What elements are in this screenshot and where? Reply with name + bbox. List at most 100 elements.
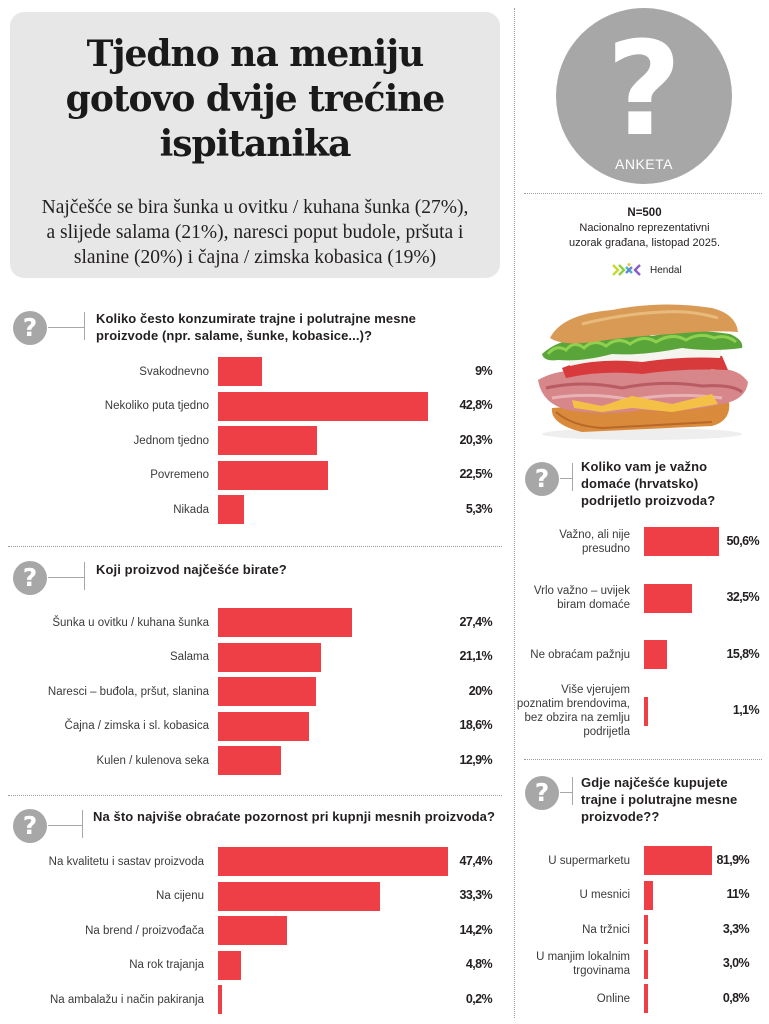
bar <box>218 677 316 706</box>
bar-label-line: Šunka u ovitku / kuhana šunka <box>52 616 209 629</box>
bar <box>218 985 222 1014</box>
bar-label-line: Na cijenu <box>156 890 204 902</box>
bar-label-line: Salama <box>170 651 209 663</box>
bar-label: Povremeno <box>0 468 209 482</box>
headline-line: gotovo dvije trećine <box>65 78 446 120</box>
connector-line <box>560 478 572 479</box>
bar-label-line: Nekoliko puta tjedno <box>104 400 209 412</box>
chart-title-line: Na što najviše obraćate pozornost pri ku… <box>93 809 496 824</box>
chart-title-line: proizvode (npr. salame, šunke, kobasice.… <box>96 328 373 343</box>
bar <box>218 916 287 945</box>
bar <box>218 495 244 524</box>
chart-title-line: Koliko vam je važno <box>581 459 708 474</box>
bar-label: Šunka u ovitku / kuhana šunka <box>0 616 209 630</box>
bar-value-label: 50,6% <box>726 533 760 548</box>
headline-line: ispitanika <box>159 123 352 165</box>
bar-value-label: 33,3% <box>459 888 493 902</box>
bar-value-label: 47,4% <box>459 853 493 868</box>
anketa-badge: ? ANKETA <box>556 8 732 184</box>
bar-value-label: 81,9% <box>716 852 750 867</box>
chart-title-line: domaće (hrvatsko) <box>581 476 699 491</box>
bar <box>644 984 648 1013</box>
bar-value-label: 9% <box>475 363 492 378</box>
bar-label: Na cijenu <box>0 889 204 903</box>
bar <box>218 426 318 455</box>
bar-label: Čajna / zimska i sl. kobasica <box>0 719 209 733</box>
sample-info: N=500 Nacionalno reprezentativni uzorak … <box>520 206 769 251</box>
chart5-title: Gdje najčešće kupujete trajne i polutraj… <box>581 774 766 825</box>
chart-title-line: Koji proizvod najčešće birate? <box>96 562 287 577</box>
headline: Tjedno na meniju gotovo dvije trećine is… <box>10 32 500 167</box>
connector-line <box>560 792 572 793</box>
connector-tick <box>84 562 85 590</box>
bar <box>218 847 449 876</box>
bar-label-line: Ne obraćam pažnju <box>530 648 630 661</box>
hendal-name: Hendal <box>650 264 682 276</box>
bar-value-label: 27,4% <box>459 614 493 629</box>
bar-label-line: Na tržnici <box>582 923 630 936</box>
bar-value-label: 11% <box>726 887 749 901</box>
bar-value-label: 12,9% <box>459 752 493 767</box>
connector-line <box>48 577 84 578</box>
bar-label-line: Više vjerujem <box>561 684 630 696</box>
bar-label-line: poznatim brendovima, <box>516 698 630 710</box>
bar <box>218 642 322 672</box>
bar <box>218 881 380 911</box>
subhead-line: Najčešće se bira šunka u ovitku / kuhana… <box>41 197 469 218</box>
bar-label-line: Na kvalitetu i sastav proizvoda <box>48 855 204 868</box>
subhead: Najčešće se bira šunka u ovitku / kuhana… <box>24 195 486 270</box>
question-mark-icon: ? <box>606 13 682 165</box>
bar-label-line: Vrlo važno – uvijek <box>533 585 630 597</box>
headline-box: Tjedno na meniju gotovo dvije trećine is… <box>10 12 500 278</box>
hendal-logo: Hendal <box>612 262 682 278</box>
question-icon: ? <box>525 776 559 810</box>
question-icon: ? <box>13 311 47 345</box>
connector-line <box>48 825 82 826</box>
bar-value-label: 0,2% <box>465 991 493 1006</box>
bar <box>644 949 648 979</box>
bar <box>218 391 428 421</box>
bar-label: Online <box>420 992 630 1006</box>
chart-title-line: proizvode?? <box>581 809 660 824</box>
bar-value-label: 3,3% <box>722 921 750 936</box>
connector-line <box>48 327 84 328</box>
bar <box>644 915 648 944</box>
bar <box>644 583 693 613</box>
bar-label: U manjim lokalnim trgovinama <box>420 950 630 978</box>
bar-label: Više vjerujem poznatim brendovima, bez obz… <box>420 683 630 739</box>
bar-label-line: Na brend / proizvođača <box>85 924 204 937</box>
bar-label-line: presudno <box>582 542 630 555</box>
bar-label-line: U manjim lokalnim <box>536 951 630 963</box>
bar-label-line: biram domaće <box>557 599 630 611</box>
hendal-logo-icon <box>612 263 642 277</box>
bar-label-line: U mesnici <box>579 889 630 901</box>
bar-label-line: podrijetla <box>583 726 630 738</box>
bar-value-label: 14,2% <box>459 922 493 937</box>
section-divider <box>524 759 762 760</box>
bar-label-line: U supermarketu <box>548 854 630 867</box>
bar-label: Na rok trajanja <box>0 958 204 972</box>
bar <box>218 357 263 386</box>
bar <box>644 640 668 669</box>
bar-value-label: 0,8% <box>722 990 750 1005</box>
column-divider <box>514 8 515 1018</box>
bar-value-label: 4,8% <box>465 957 493 971</box>
bar-label: Vrlo važno – uvijek biram domaće <box>420 584 630 612</box>
bar-value-label: 20% <box>468 683 493 698</box>
question-icon: ? <box>13 561 47 595</box>
connector-tick <box>572 777 573 805</box>
section-divider <box>524 193 762 194</box>
bar-value-label: 5,3% <box>465 501 493 516</box>
bar-value-label: 3,0% <box>722 956 750 970</box>
bar-value-label: 21,1% <box>459 649 493 663</box>
section-divider <box>8 546 502 547</box>
bar-value-label: 1,1% <box>732 703 760 717</box>
chart1-title: Koliko često konzumirate trajne i polutr… <box>96 310 496 344</box>
bar-label: U supermarketu <box>420 854 630 868</box>
chart-title-line: trajne i polutrajne mesne <box>581 792 738 807</box>
bar-label-line: Kulen / kulenova seka <box>96 754 209 767</box>
bar-label-line: Svakodnevno <box>139 365 209 378</box>
chart2-title: Koji proizvod najčešće birate? <box>96 561 496 578</box>
bar-value-label: 20,3% <box>459 432 493 447</box>
bar-label-line: Nikada <box>173 503 209 516</box>
